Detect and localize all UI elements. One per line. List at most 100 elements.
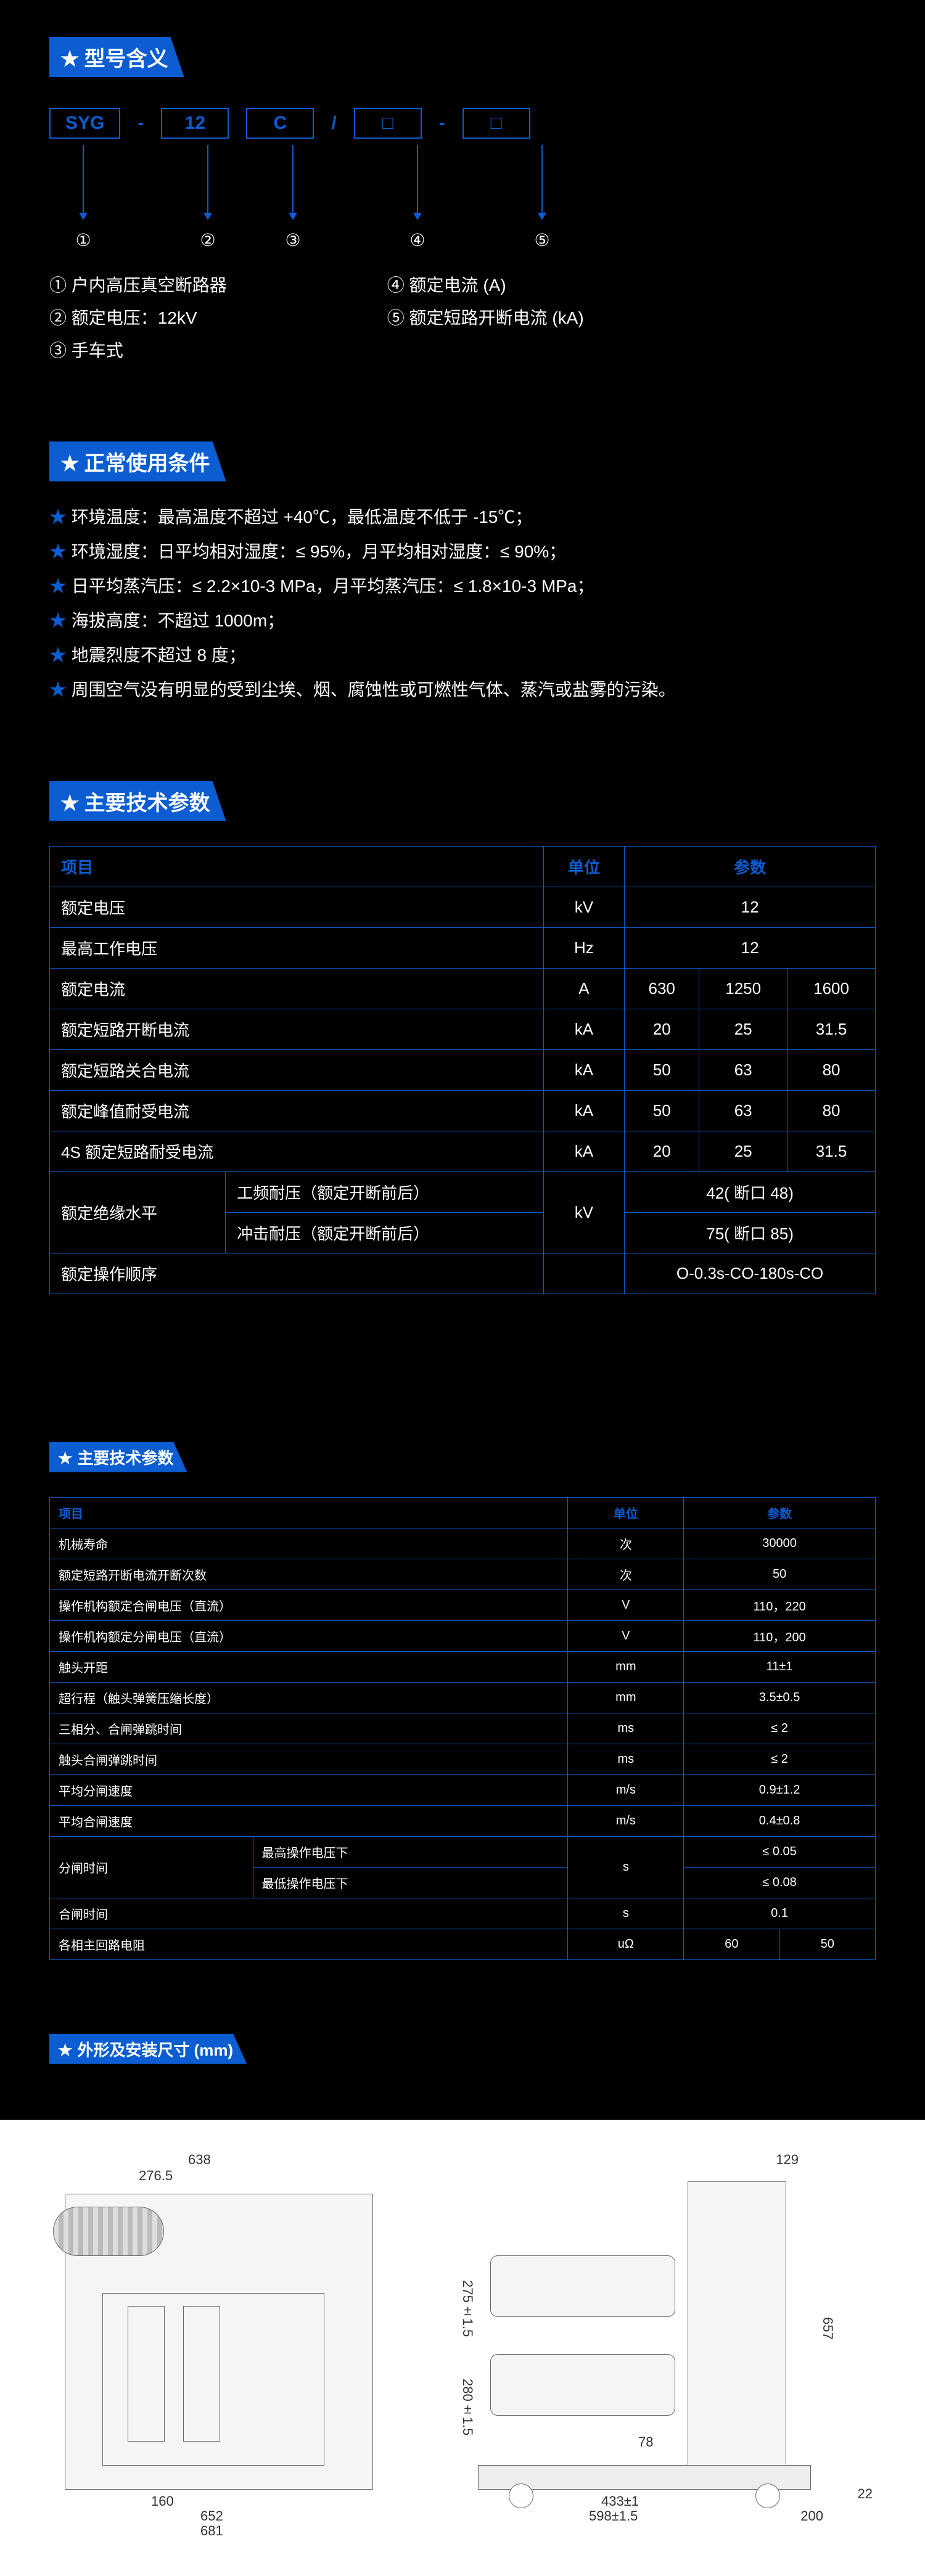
cell: 额定短路开断电流 xyxy=(50,1009,544,1049)
dim-label: 276.5 xyxy=(139,2168,173,2184)
table-row: 最高工作电压Hz12 xyxy=(50,927,876,968)
legend-line: ② 额定电压：12kV xyxy=(49,301,227,334)
cell: 额定峰值耐受电流 xyxy=(50,1090,544,1131)
cell: 20 xyxy=(625,1131,699,1171)
dim-label: 433±1 xyxy=(601,2493,639,2509)
dim-label: 681 xyxy=(200,2523,223,2539)
model-sep: - xyxy=(138,113,144,134)
th-param: 参数 xyxy=(625,846,876,887)
cell: 75( 断口 85) xyxy=(625,1212,876,1253)
table-row: 额定短路开断电流kA202531.5 xyxy=(50,1009,876,1049)
cell: kV xyxy=(543,1171,624,1253)
conditions-list: 环境温度：最高温度不超过 +40℃，最低温度不低于 -15℃； 环境湿度：日平均… xyxy=(49,500,876,707)
cell: kA xyxy=(543,1009,624,1049)
model-box-4: □ xyxy=(354,108,422,139)
cell: 4S 额定短路耐受电流 xyxy=(50,1131,544,1171)
th-unit: 单位 xyxy=(568,1497,684,1528)
table-row: 各相主回路电阻uΩ6050 xyxy=(50,1929,876,1959)
arrows-row: ① ② ③ ④ ⑤ xyxy=(49,145,876,250)
params-table-2: 项目 单位 参数 机械寿命次30000 额定短路开断电流开断次数次50 操作机构… xyxy=(49,1497,876,1960)
cell: 0.9±1.2 xyxy=(684,1774,876,1805)
model-legend: ① 户内高压真空断路器 ② 额定电压：12kV ③ 手车式 ④ 额定电流 (A)… xyxy=(49,269,876,367)
cell: 110，200 xyxy=(684,1620,876,1651)
cell: V xyxy=(568,1589,684,1620)
title-text: 主要技术参数 xyxy=(77,1449,173,1467)
table-row: 额定电压kV12 xyxy=(50,887,876,927)
cell: 触头合闸弹跳时间 xyxy=(50,1744,568,1774)
cell: 额定电压 xyxy=(50,887,544,927)
wheel-icon xyxy=(509,2484,533,2508)
section-title-cond: ★正常使用条件 xyxy=(49,441,226,482)
cell: 各相主回路电阻 xyxy=(50,1929,568,1959)
cell: 110，220 xyxy=(684,1589,876,1620)
cell: 额定短路开断电流开断次数 xyxy=(50,1559,568,1589)
cell: O-0.3s-CO-180s-CO xyxy=(625,1253,876,1294)
cell: 次 xyxy=(568,1528,684,1559)
table-row: 三相分、合闸弹跳时间ms≤ 2 xyxy=(50,1713,876,1744)
dim-label: 598±1.5 xyxy=(589,2508,638,2524)
cell: 最低操作电压下 xyxy=(253,1867,568,1898)
table-row: 额定峰值耐受电流kA506380 xyxy=(50,1090,876,1131)
cell: ≤ 0.08 xyxy=(684,1867,876,1898)
cell: 合闸时间 xyxy=(50,1898,568,1929)
cell: 12 xyxy=(625,927,876,968)
dim-label: 638 xyxy=(188,2152,211,2168)
cond-item: 日平均蒸汽压：≤ 2.2×10-3 MPa，月平均蒸汽压：≤ 1.8×10-3 … xyxy=(49,569,876,604)
table-row: 额定短路关合电流kA506380 xyxy=(50,1049,876,1090)
circ-3: ③ xyxy=(285,230,300,250)
cell: Hz xyxy=(543,927,624,968)
cell: 63 xyxy=(699,1049,787,1090)
cell: 额定绝缘水平 xyxy=(50,1171,226,1253)
circ-1: ① xyxy=(75,230,91,250)
cell: V xyxy=(568,1620,684,1651)
table-row: 平均合闸速度m/s0.4±0.8 xyxy=(50,1805,876,1836)
cell: kV xyxy=(543,887,624,927)
table-row: 机械寿命次30000 xyxy=(50,1528,876,1559)
table-header-row: 项目 单位 参数 xyxy=(50,1497,876,1528)
cell: 31.5 xyxy=(787,1131,876,1171)
cell: 次 xyxy=(568,1559,684,1589)
cell: 11±1 xyxy=(684,1651,876,1682)
arm-outline xyxy=(490,2354,675,2416)
table-row: 额定绝缘水平 工频耐压（额定开断前后） kV 42( 断口 48) xyxy=(50,1171,876,1212)
legend-line: ① 户内高压真空断路器 xyxy=(49,269,227,301)
cell: 三相分、合闸弹跳时间 xyxy=(50,1713,568,1744)
cell: ms xyxy=(568,1744,684,1774)
column-outline xyxy=(688,2181,786,2490)
table-row: 额定电流A63012501600 xyxy=(50,968,876,1009)
table-row: 合闸时间s0.1 xyxy=(50,1898,876,1929)
cell: kA xyxy=(543,1090,624,1131)
table-row: 超行程（触头弹簧压缩长度）mm3.5±0.5 xyxy=(50,1682,876,1713)
cell: 操作机构额定分闸电压（直流） xyxy=(50,1620,568,1651)
title-text: 正常使用条件 xyxy=(84,452,210,475)
table-row: 操作机构额定合闸电压（直流）V110，220 xyxy=(50,1589,876,1620)
cell: mm xyxy=(568,1651,684,1682)
cell: 25 xyxy=(699,1009,787,1049)
cell xyxy=(543,1253,624,1294)
dim-label: 275±1.5 xyxy=(459,2280,475,2337)
cell: 50 xyxy=(779,1929,875,1959)
circ-5: ⑤ xyxy=(534,230,549,250)
table-row: 额定短路开断电流开断次数次50 xyxy=(50,1559,876,1589)
cell: 平均合闸速度 xyxy=(50,1805,568,1836)
cell: 3.5±0.5 xyxy=(684,1682,876,1713)
cell: 1250 xyxy=(699,968,787,1009)
cell: 工频耐压（额定开断前后） xyxy=(226,1171,544,1212)
cell: 20 xyxy=(625,1009,699,1049)
model-box-3: C xyxy=(246,108,314,139)
dim-label: 657 xyxy=(820,2317,836,2340)
model-box-5: □ xyxy=(462,108,530,139)
cell: 50 xyxy=(625,1090,699,1131)
cell: 额定短路关合电流 xyxy=(50,1049,544,1090)
cell: 1600 xyxy=(787,968,876,1009)
cell: 60 xyxy=(684,1929,779,1959)
table-row: 平均分闸速度m/s0.9±1.2 xyxy=(50,1774,876,1805)
cell: 超行程（触头弹簧压缩长度） xyxy=(50,1682,568,1713)
cell: uΩ xyxy=(568,1929,684,1959)
dim-label: 280±1.5 xyxy=(459,2379,475,2435)
dim-label: 78 xyxy=(638,2434,653,2450)
cell: 50 xyxy=(684,1559,876,1589)
cell: 31.5 xyxy=(787,1009,876,1049)
legend-line: ③ 手车式 xyxy=(49,334,227,367)
cell: 80 xyxy=(787,1049,876,1090)
